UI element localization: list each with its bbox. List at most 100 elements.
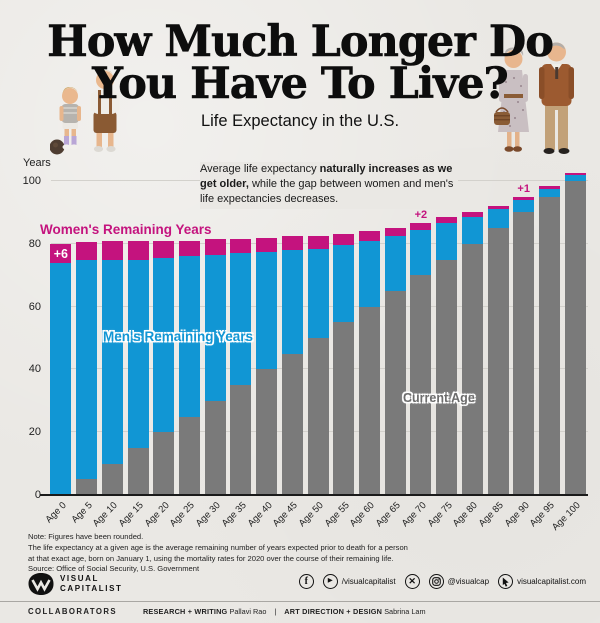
y-tick-label: 80 xyxy=(28,237,41,250)
bar-segment-women xyxy=(281,235,303,251)
collab-separator: | xyxy=(274,607,277,616)
cursor-icon[interactable] xyxy=(498,574,514,589)
logo-word-visual: VISUAL xyxy=(60,574,99,583)
bar-segment-current xyxy=(256,369,278,495)
bar-segment-women xyxy=(256,237,278,252)
research-writing-name: Pallavi Rao xyxy=(229,607,267,616)
bar-segment-men xyxy=(281,250,303,354)
bar-annotation: +1 xyxy=(517,182,530,195)
bar-segment-women xyxy=(153,240,175,258)
social-link[interactable]: @visualcap xyxy=(428,574,490,589)
bar-segment-men xyxy=(358,240,380,307)
current-age-series-label: Current Age xyxy=(403,391,475,405)
source-line: Source: Office of Social Security, U.S. … xyxy=(28,564,200,574)
bar-segment-current xyxy=(101,463,123,495)
y-axis: 0 20 40 60 80 100 xyxy=(0,140,44,501)
page-title: How Much Longer Do You Have To Live? xyxy=(0,17,600,105)
bar-segment-current xyxy=(307,338,329,495)
research-writing-label: RESEARCH + WRITING xyxy=(142,607,228,616)
bar-segment-women xyxy=(461,212,483,218)
annotation-text-2: while the gap between women and men's li… xyxy=(200,177,454,205)
social-handle[interactable]: @visualcap xyxy=(447,577,490,586)
y-axis-title: Years xyxy=(23,157,51,169)
children-figurines-image xyxy=(50,70,120,155)
x-icon[interactable]: ✕ xyxy=(404,574,420,589)
bar-segment-women xyxy=(436,217,458,224)
logo-word-capitalist: CAPITALIST xyxy=(60,584,123,593)
bar-segment-men xyxy=(50,262,72,495)
y-tick-label: 100 xyxy=(22,175,41,187)
note-line: The life expectancy at a given age is th… xyxy=(28,542,408,552)
logo-wordmark: VISUAL CAPITALIST xyxy=(60,574,123,594)
bar-segment-men xyxy=(564,174,586,181)
visual-capitalist-logo[interactable]: VISUAL CAPITALIST xyxy=(28,572,123,596)
bar-segment-men xyxy=(307,248,329,338)
social-link[interactable]: ▶/visualcapitalist xyxy=(322,574,396,589)
facebook-icon[interactable]: f xyxy=(298,574,314,589)
bar-segment-current xyxy=(358,306,380,495)
bar-segment-men xyxy=(178,256,200,417)
bar-segment-women xyxy=(50,243,72,263)
bar-segment-women xyxy=(358,231,380,241)
bar-segment-current xyxy=(230,385,252,495)
bar-segment-women xyxy=(513,196,535,200)
bar-segment-current xyxy=(487,228,509,495)
bar-segment-men xyxy=(256,251,278,370)
elderly-couple-figurines-image xyxy=(494,42,574,154)
bar-segment-women xyxy=(127,240,149,260)
bar-segment-current xyxy=(461,243,483,495)
bar-segment-men xyxy=(538,188,560,197)
bar-segment-current xyxy=(281,353,303,495)
bar-segment-women xyxy=(101,240,123,260)
bar-segment-men xyxy=(230,253,252,386)
social-handle[interactable]: visualcapitalist.com xyxy=(517,577,586,586)
bar-segment-women xyxy=(178,240,200,257)
bar-segment-women xyxy=(230,239,252,254)
annotation-text-1: Average life expectancy xyxy=(200,163,320,175)
annotation-text-bold: naturally increases as we get older, xyxy=(200,163,453,190)
plot-area: Women's Remaining Years Men's Remaining … xyxy=(40,140,588,533)
social-handle[interactable]: /visualcapitalist xyxy=(341,577,396,586)
bar-segment-men xyxy=(204,254,226,401)
social-link[interactable]: ✕ xyxy=(404,574,420,589)
instagram-icon[interactable] xyxy=(428,574,444,589)
y-tick-label: 20 xyxy=(28,426,41,439)
chart-annotation: Average life expectancy naturally increa… xyxy=(200,162,458,209)
toddler-figurine xyxy=(50,87,81,155)
x-axis-baseline xyxy=(40,494,588,496)
bar-segment-current xyxy=(384,290,406,495)
bar-segment-current xyxy=(204,400,226,495)
footer-divider xyxy=(0,601,600,602)
collaborators-label: COLLABORATORS xyxy=(28,607,117,616)
note-line: Note: Figures have been rounded. xyxy=(28,532,144,541)
bar-segment-women xyxy=(333,234,355,246)
bar-segment-current xyxy=(333,322,355,495)
bar-segment-men xyxy=(333,245,355,323)
bar-segment-women xyxy=(204,239,226,255)
bar-segment-men xyxy=(101,259,123,464)
bar-segment-women xyxy=(410,223,432,230)
bar-segment-women xyxy=(487,206,509,210)
logo-icon xyxy=(28,573,54,595)
title-line-1: How Much Longer Do xyxy=(47,17,554,67)
bar-segment-women xyxy=(76,242,98,260)
bar-segment-men xyxy=(513,199,535,213)
collaborators-row: COLLABORATORS RESEARCH + WRITING Pallavi… xyxy=(28,607,426,616)
bar-segment-women xyxy=(307,235,329,249)
bar-segment-men xyxy=(487,209,509,229)
social-link[interactable]: f xyxy=(298,574,314,589)
bar-segment-men xyxy=(461,217,483,244)
bar-segment-men xyxy=(76,259,98,480)
y-tick-label: 60 xyxy=(28,300,41,313)
women-series-label: Women's Remaining Years xyxy=(40,222,212,237)
bar-segment-current xyxy=(178,416,200,495)
bar-segment-women xyxy=(384,228,406,236)
bar-segment-women xyxy=(564,173,586,175)
youtube-icon[interactable]: ▶ xyxy=(322,574,338,589)
bar-segment-women xyxy=(538,185,560,189)
art-direction-name: Sabrina Lam xyxy=(384,607,426,616)
footnotes: Note: Figures have been rounded. The lif… xyxy=(28,532,408,575)
bar-segment-current xyxy=(538,196,560,495)
men-series-label: Men's Remaining Years xyxy=(103,329,254,344)
social-link[interactable]: visualcapitalist.com xyxy=(498,574,586,589)
